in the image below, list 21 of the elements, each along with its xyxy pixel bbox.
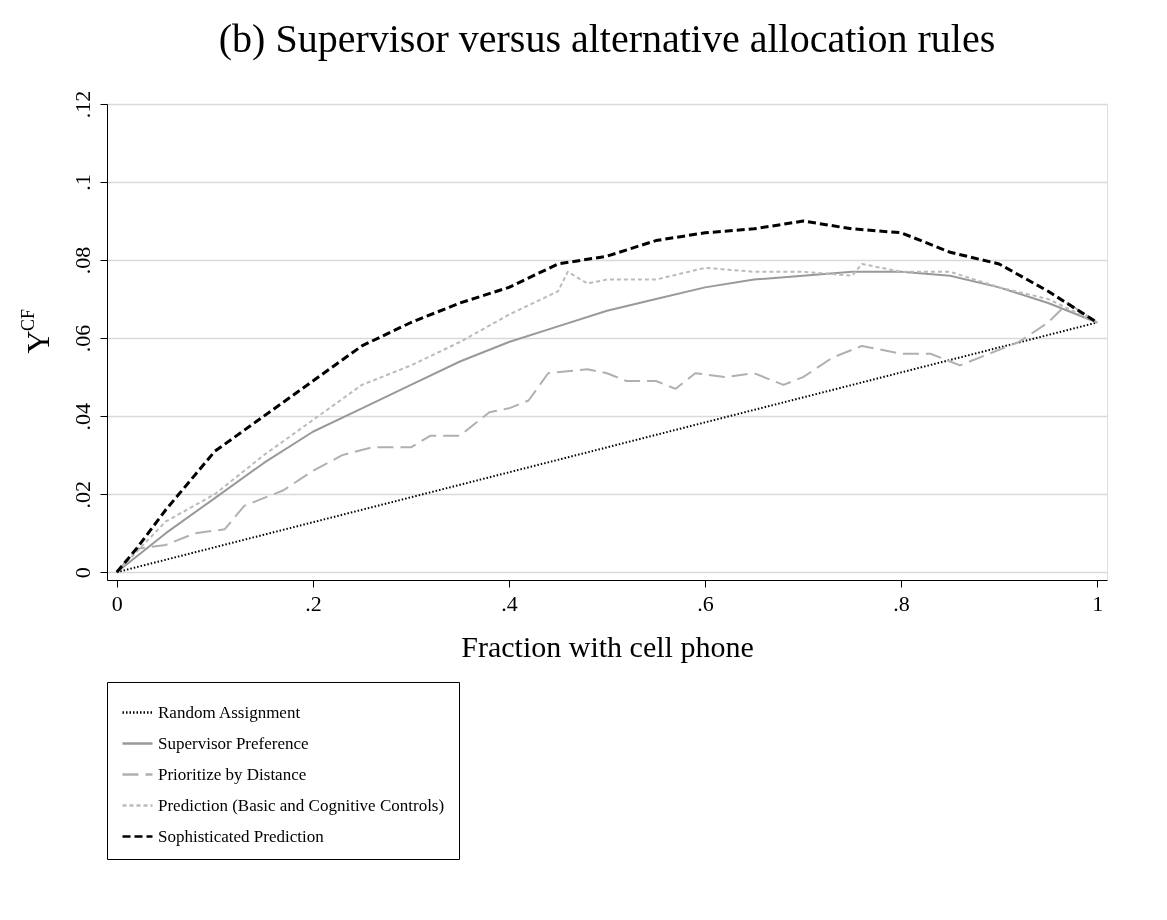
y-axis-title: YCF (18, 308, 56, 354)
x-axis-title: Fraction with cell phone (461, 629, 754, 663)
y-tick-label: .04 (69, 402, 95, 431)
x-tick-label: .4 (501, 590, 518, 616)
legend-label: Prioritize by Distance (158, 764, 307, 784)
x-tick-label: .2 (305, 590, 322, 616)
chart-title: (b) Supervisor versus alternative allocation rules (218, 16, 996, 62)
legend-label: Sophisticated Prediction (158, 826, 325, 846)
x-tick-label: .6 (697, 590, 714, 616)
x-tick-label: .8 (893, 590, 910, 616)
y-tick-label: .1 (69, 174, 95, 191)
legend-label: Random Assignment (158, 702, 301, 722)
y-tick-label: .08 (69, 246, 95, 275)
legend-label: Prediction (Basic and Cognitive Controls) (158, 795, 445, 815)
x-tick-label: 1 (1092, 590, 1104, 616)
y-tick-label: .06 (69, 324, 95, 353)
y-tick-label: .02 (69, 480, 95, 509)
y-tick-label: .12 (69, 90, 95, 119)
x-tick-label: 0 (111, 590, 123, 616)
y-tick-label: 0 (69, 567, 95, 579)
legend-label: Supervisor Preference (158, 733, 309, 753)
